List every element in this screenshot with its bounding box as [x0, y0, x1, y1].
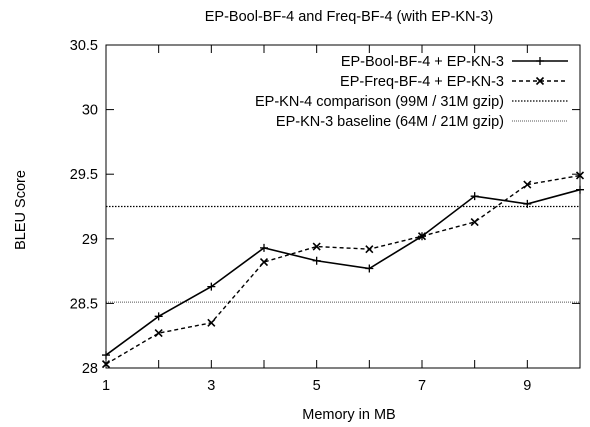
series-2-point	[575, 171, 585, 180]
series-2-point	[312, 242, 321, 251]
legend-marker-2	[535, 76, 545, 86]
y-tick-label-29: 29	[82, 232, 98, 248]
x-tick-label-5: 5	[313, 378, 321, 394]
y-tick-label-30-5: 30.5	[70, 38, 98, 54]
series-1-point	[470, 192, 479, 201]
series-line-1	[105, 188, 581, 356]
chart-title: EP-Bool-BF-4 and Freq-BF-4 (with EP-KN-3…	[205, 9, 493, 25]
series-2-point	[470, 217, 479, 227]
x-tick-label-7: 7	[418, 378, 426, 394]
plot-area: 28 28.5 29 29.5 30 30.5 1 3 5 7 9 EP-Bool-BF-4 + EP…	[70, 38, 585, 394]
series-2-point	[259, 257, 269, 267]
series-2-point	[417, 232, 427, 241]
legend-label-2: EP-Freq-BF-4 + EP-KN-3	[340, 74, 504, 90]
series-1-point	[260, 243, 268, 252]
series-2-point	[523, 180, 532, 189]
legend-label-4: EP-KN-3 baseline (64M / 21M gzip)	[276, 114, 504, 130]
x-tick-label-3: 3	[207, 378, 215, 394]
series-1-point	[154, 312, 163, 321]
series-1-point	[102, 351, 110, 360]
y-tick-label-29-5: 29.5	[70, 167, 98, 183]
plot-frame	[105, 44, 581, 369]
y-axis-label: BLEU Score	[13, 170, 29, 250]
series-2-point	[154, 329, 163, 338]
series-2-point	[101, 360, 111, 369]
legend: EP-Bool-BF-4 + EP-KN-3 EP-Freq-BF-4 + EP-…	[255, 54, 568, 130]
y-tick-label-28: 28	[82, 361, 98, 377]
series-1-point	[365, 264, 374, 273]
legend-label-3: EP-KN-4 comparison (99M / 31M gzip)	[255, 94, 504, 110]
x-axis-label: Memory in MB	[302, 407, 395, 423]
series-1-point	[523, 199, 532, 208]
series-1-point	[312, 256, 321, 265]
series-1-point	[576, 185, 584, 194]
series-2-point	[207, 318, 216, 327]
y-tick-label-28-5: 28.5	[70, 296, 98, 312]
x-tick-label-9: 9	[523, 378, 531, 394]
series-1-point	[207, 282, 216, 291]
series-line-2	[105, 174, 581, 365]
series-2-point	[365, 245, 374, 254]
x-tick-label-1: 1	[102, 378, 110, 394]
legend-label-1: EP-Bool-BF-4 + EP-KN-3	[341, 54, 504, 70]
y-tick-label-30: 30	[82, 103, 98, 119]
legend-marker-1	[536, 57, 544, 65]
